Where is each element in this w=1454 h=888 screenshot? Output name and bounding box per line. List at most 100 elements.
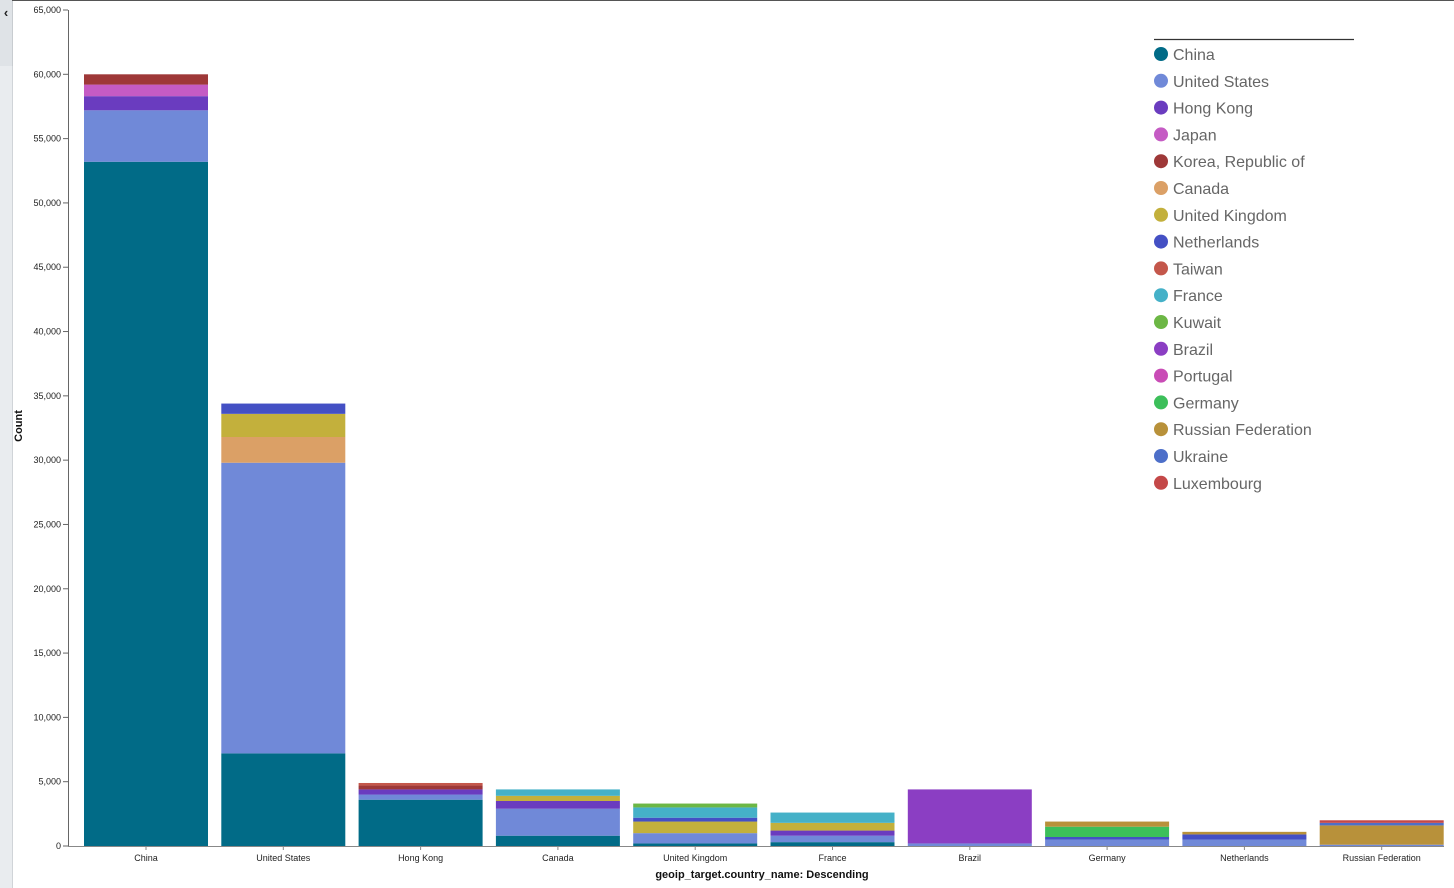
bar-united-states-netherlands[interactable]	[221, 403, 346, 414]
legend-swatch	[1154, 47, 1168, 61]
bar-stack-netherlands	[1182, 831, 1307, 846]
bar-germany-germany[interactable]	[1045, 826, 1170, 837]
legend-item-luxembourg[interactable]: Luxembourg	[1154, 475, 1262, 493]
bar-hong-kong-hong-kong[interactable]	[358, 789, 483, 795]
y-axis: 0 5,000 10,000 15,000 20,000 25,000 30,000 35,0…	[33, 5, 69, 851]
bar-china-united-states[interactable]	[84, 110, 208, 162]
left-rail	[0, 0, 13, 888]
y-tick-label: 25,000	[33, 519, 61, 529]
legend-item-hong-kong[interactable]: Hong Kong	[1154, 100, 1253, 118]
bar-united-kingdom-china[interactable]	[633, 843, 758, 846]
legend-label: China	[1173, 47, 1215, 64]
bar-germany-netherlands[interactable]	[1045, 836, 1170, 840]
bar-germany-russian-federation[interactable]	[1045, 821, 1170, 827]
legend-item-netherlands[interactable]: Netherlands	[1154, 234, 1259, 252]
legend-item-germany[interactable]: Germany	[1154, 395, 1239, 412]
chevron-left-icon: ‹	[3, 5, 9, 20]
legend-swatch	[1154, 475, 1168, 490]
bar-canada-france[interactable]	[495, 789, 620, 796]
bar-stack-germany	[1045, 821, 1170, 846]
legend-swatch	[1154, 127, 1168, 142]
bar-united-kingdom-kuwait[interactable]	[633, 803, 758, 808]
bar-brazil-united-states[interactable]	[907, 843, 1032, 846]
legend-item-china[interactable]: China	[1154, 47, 1215, 64]
x-tick-label: Canada	[542, 853, 574, 863]
legend-item-korea-republic-of[interactable]: Korea, Republic of	[1154, 154, 1305, 171]
bar-hong-kong-korea-republic-of[interactable]	[358, 785, 483, 790]
bar-canada-united-kingdom[interactable]	[495, 795, 620, 801]
legend-label: Ukraine	[1173, 449, 1228, 466]
bar-stack-united-states	[221, 403, 346, 846]
bar-united-states-united-kingdom[interactable]	[221, 413, 346, 438]
bar-stack-brazil	[907, 789, 1032, 846]
bar-united-states-china[interactable]	[221, 753, 346, 846]
bar-france-hong-kong[interactable]	[770, 830, 895, 836]
collapse-panel-button[interactable]: ‹	[0, 0, 13, 66]
legend-swatch	[1154, 315, 1168, 329]
bar-stack-canada	[495, 789, 620, 846]
legend-item-france[interactable]: France	[1154, 288, 1223, 305]
bar-hong-kong-china[interactable]	[358, 799, 483, 846]
legend-swatch	[1154, 234, 1168, 249]
bar-russian-federation-united-states[interactable]	[1319, 844, 1444, 846]
bar-france-united-kingdom[interactable]	[770, 822, 895, 831]
bar-germany-united-states[interactable]	[1045, 839, 1170, 846]
bar-stack-hong-kong	[358, 782, 483, 846]
y-tick-label: 60,000	[33, 69, 61, 79]
bar-china-hong-kong[interactable]	[84, 96, 208, 111]
bar-united-states-canada[interactable]	[221, 437, 346, 463]
legend-swatch	[1154, 261, 1168, 276]
legend-item-canada[interactable]: Canada	[1154, 181, 1229, 198]
legend-swatch	[1154, 395, 1168, 410]
legend-label: Canada	[1173, 181, 1229, 198]
bar-canada-china[interactable]	[495, 835, 620, 846]
legend-item-brazil[interactable]: Brazil	[1154, 341, 1213, 359]
legend-item-kuwait[interactable]: Kuwait	[1154, 315, 1222, 332]
legend-label: Korea, Republic of	[1173, 154, 1305, 171]
bar-netherlands-united-states[interactable]	[1182, 839, 1307, 846]
legend-item-japan[interactable]: Japan	[1154, 127, 1217, 144]
bar-russian-federation-ukraine[interactable]	[1319, 822, 1444, 826]
bar-brazil-brazil[interactable]	[907, 789, 1032, 844]
bar-united-kingdom-france[interactable]	[633, 807, 758, 818]
bar-canada-hong-kong[interactable]	[495, 800, 620, 809]
x-axis-title: geoip_target.country_name: Descending	[655, 869, 868, 881]
bar-china-china[interactable]	[84, 161, 208, 846]
legend-item-taiwan[interactable]: Taiwan	[1154, 261, 1223, 278]
bar-united-kingdom-united-states[interactable]	[633, 833, 758, 844]
legend-item-ukraine[interactable]: Ukraine	[1154, 449, 1228, 466]
legend-swatch	[1154, 154, 1168, 169]
x-axis: China United States Hong Kong Canada United …	[68, 846, 1444, 863]
legend-label: United States	[1173, 74, 1269, 91]
legend-item-russian-federation[interactable]: Russian Federation	[1154, 422, 1312, 439]
legend-swatch	[1154, 288, 1168, 303]
bar-russian-federation-russian-federation[interactable]	[1319, 825, 1444, 845]
bar-stack-united-kingdom	[633, 803, 758, 846]
x-tick-label: Hong Kong	[398, 853, 443, 863]
x-tick-label: Russian Federation	[1343, 853, 1421, 863]
legend-swatch	[1154, 181, 1168, 195]
y-tick-label: 20,000	[33, 584, 61, 594]
bar-france-france[interactable]	[770, 812, 895, 823]
bar-united-kingdom-united-kingdom[interactable]	[633, 821, 758, 834]
legend-item-united-states[interactable]: United States	[1154, 73, 1269, 91]
x-tick-label: Brazil	[959, 853, 982, 863]
bar-france-china[interactable]	[770, 842, 895, 846]
legend-item-portugal[interactable]: Portugal	[1154, 368, 1233, 386]
bar-russian-federation-luxembourg[interactable]	[1319, 820, 1444, 823]
bar-canada-united-states[interactable]	[495, 808, 620, 836]
bar-netherlands-russian-federation[interactable]	[1182, 831, 1307, 835]
y-tick-label: 10,000	[33, 712, 61, 722]
bar-united-states-united-states[interactable]	[221, 462, 346, 754]
bar-china-japan[interactable]	[84, 84, 208, 97]
bar-hong-kong-united-states[interactable]	[358, 794, 483, 800]
bar-united-kingdom-netherlands[interactable]	[633, 817, 758, 822]
bar-france-united-states[interactable]	[770, 835, 895, 843]
bar-netherlands-netherlands[interactable]	[1182, 834, 1307, 840]
legend-label: Luxembourg	[1173, 476, 1262, 493]
top-border	[12, 0, 1454, 1]
legend-swatch	[1154, 368, 1168, 383]
bar-hong-kong-taiwan[interactable]	[358, 782, 483, 786]
bar-china-korea-republic-of[interactable]	[84, 74, 208, 85]
legend-item-united-kingdom[interactable]: United Kingdom	[1154, 207, 1287, 225]
